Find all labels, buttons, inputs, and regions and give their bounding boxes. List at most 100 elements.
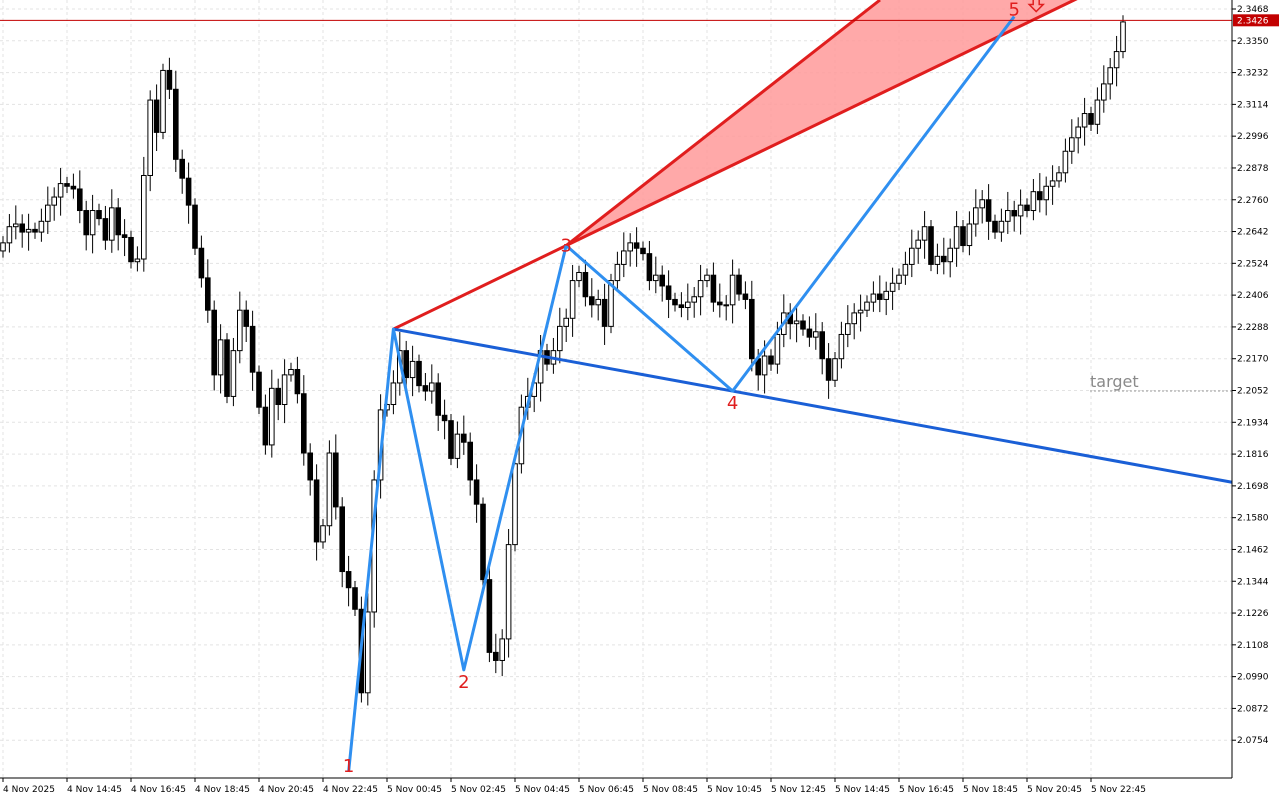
- candle-body: [89, 210, 96, 236]
- candle-body: [985, 199, 992, 222]
- time-tick-label: 5 Nov 18:45: [963, 785, 1018, 795]
- price-tick-label: 2.0872: [1237, 704, 1269, 714]
- candle-body: [934, 255, 941, 265]
- price-tick-label: 2.3232: [1237, 69, 1269, 79]
- time-tick-label: 5 Nov 20:45: [1027, 785, 1082, 795]
- candle-body: [461, 433, 467, 443]
- candle-body: [249, 325, 256, 373]
- candle-body: [953, 226, 960, 249]
- candle-body: [710, 274, 717, 303]
- price-tick-label: 2.1462: [1237, 545, 1269, 555]
- price-tick-label: 2.2524: [1237, 259, 1269, 269]
- price-tick-label: 2.2642: [1237, 228, 1269, 238]
- price-tick-label: 2.1226: [1237, 609, 1269, 619]
- target-label: target: [1090, 372, 1139, 391]
- wave-path: [347, 15, 1016, 773]
- price-tick-label: 2.3350: [1237, 37, 1269, 47]
- candle-body: [761, 355, 768, 376]
- price-tick-label: 2.2760: [1237, 196, 1269, 206]
- candle-body: [198, 247, 205, 279]
- wave-point-label: 1: [343, 756, 354, 777]
- wave-point-label: 2: [458, 672, 469, 693]
- candle-body: [819, 331, 826, 360]
- candle-body: [467, 441, 473, 481]
- candle-body: [320, 525, 326, 543]
- candles: [0, 15, 1126, 706]
- candle-body: [147, 99, 153, 177]
- price-tick-label: 2.1934: [1237, 418, 1269, 428]
- candle-body: [870, 293, 877, 303]
- price-tick-label: 2.3114: [1237, 100, 1269, 110]
- candle-body: [365, 611, 371, 694]
- candle-body: [448, 420, 454, 459]
- candle-body: [883, 290, 890, 300]
- time-axis: 4 Nov 2025 4 Nov 14:45 4 Nov 16:45 4 Nov 18…: [2, 778, 1146, 795]
- price-tick-label: 2.0990: [1237, 673, 1269, 683]
- candle-body: [653, 274, 659, 282]
- candle-body: [422, 385, 429, 392]
- candle-body: [576, 271, 582, 282]
- candle-body: [352, 587, 358, 610]
- wave-point-label: 5: [1008, 0, 1019, 21]
- candle-body: [973, 207, 979, 225]
- time-tick-label: 4 Nov 20:45: [259, 785, 314, 795]
- candle-body: [480, 503, 486, 581]
- candle-body: [640, 247, 646, 255]
- candle-body: [454, 433, 461, 459]
- candle-body: [499, 638, 505, 661]
- time-tick-label: 5 Nov 14:45: [835, 785, 890, 795]
- candle-body: [966, 223, 973, 247]
- time-tick-label: 4 Nov 16:45: [131, 785, 186, 795]
- candle-body: [32, 228, 38, 233]
- candle-body: [96, 210, 102, 220]
- candle-body: [864, 301, 870, 311]
- price-tick-label: 2.2878: [1237, 164, 1269, 174]
- time-tick-label: 5 Nov 00:45: [387, 785, 442, 795]
- time-tick-label: 5 Nov 04:45: [515, 785, 570, 795]
- price-tick-label: 2.0754: [1237, 736, 1269, 746]
- candle-body: [1024, 204, 1030, 212]
- price-tick-label: 2.2170: [1237, 355, 1269, 365]
- time-tick-label: 4 Nov 18:45: [195, 785, 250, 795]
- candle-body: [1017, 204, 1024, 217]
- wave-point-label: 4: [727, 393, 738, 414]
- candle-body: [659, 274, 666, 287]
- candle-body: [889, 282, 896, 292]
- current-price-text: 2.3426: [1237, 16, 1269, 26]
- candle-body: [1037, 191, 1043, 201]
- candle-body: [992, 220, 998, 233]
- candle-body: [205, 277, 211, 311]
- candle-body: [736, 274, 742, 295]
- price-tick-label: 2.1816: [1237, 450, 1269, 460]
- candle-body: [109, 207, 115, 241]
- candle-body: [1069, 137, 1075, 152]
- candle-body: [288, 368, 294, 376]
- candle-body: [608, 280, 614, 327]
- candle-body: [6, 226, 13, 244]
- candle-body: [102, 218, 109, 241]
- time-tick-label: 5 Nov 08:45: [643, 785, 698, 795]
- price-tick-label: 2.2052: [1237, 387, 1269, 397]
- candle-body: [473, 479, 480, 505]
- time-tick-label: 4 Nov 14:45: [67, 785, 122, 795]
- candle-body: [179, 158, 185, 179]
- candle-body: [1101, 83, 1107, 101]
- candle-body: [589, 296, 595, 306]
- candle-body: [793, 320, 800, 325]
- candle-body: [1030, 191, 1037, 212]
- price-tick-label: 2.2288: [1237, 323, 1269, 333]
- candle-body: [1005, 210, 1011, 222]
- time-tick-label: 4 Nov 22:45: [323, 785, 378, 795]
- candle-body: [896, 274, 902, 284]
- candle-body: [749, 298, 755, 360]
- candle-body: [390, 382, 397, 406]
- candle-body: [614, 263, 621, 282]
- candle-body: [493, 651, 499, 661]
- candle-body: [1011, 210, 1018, 217]
- candle-body: [409, 360, 416, 379]
- candle-body: [1120, 21, 1126, 53]
- candle-body: [941, 255, 947, 263]
- candle-body: [45, 204, 51, 222]
- candle-body: [333, 452, 339, 508]
